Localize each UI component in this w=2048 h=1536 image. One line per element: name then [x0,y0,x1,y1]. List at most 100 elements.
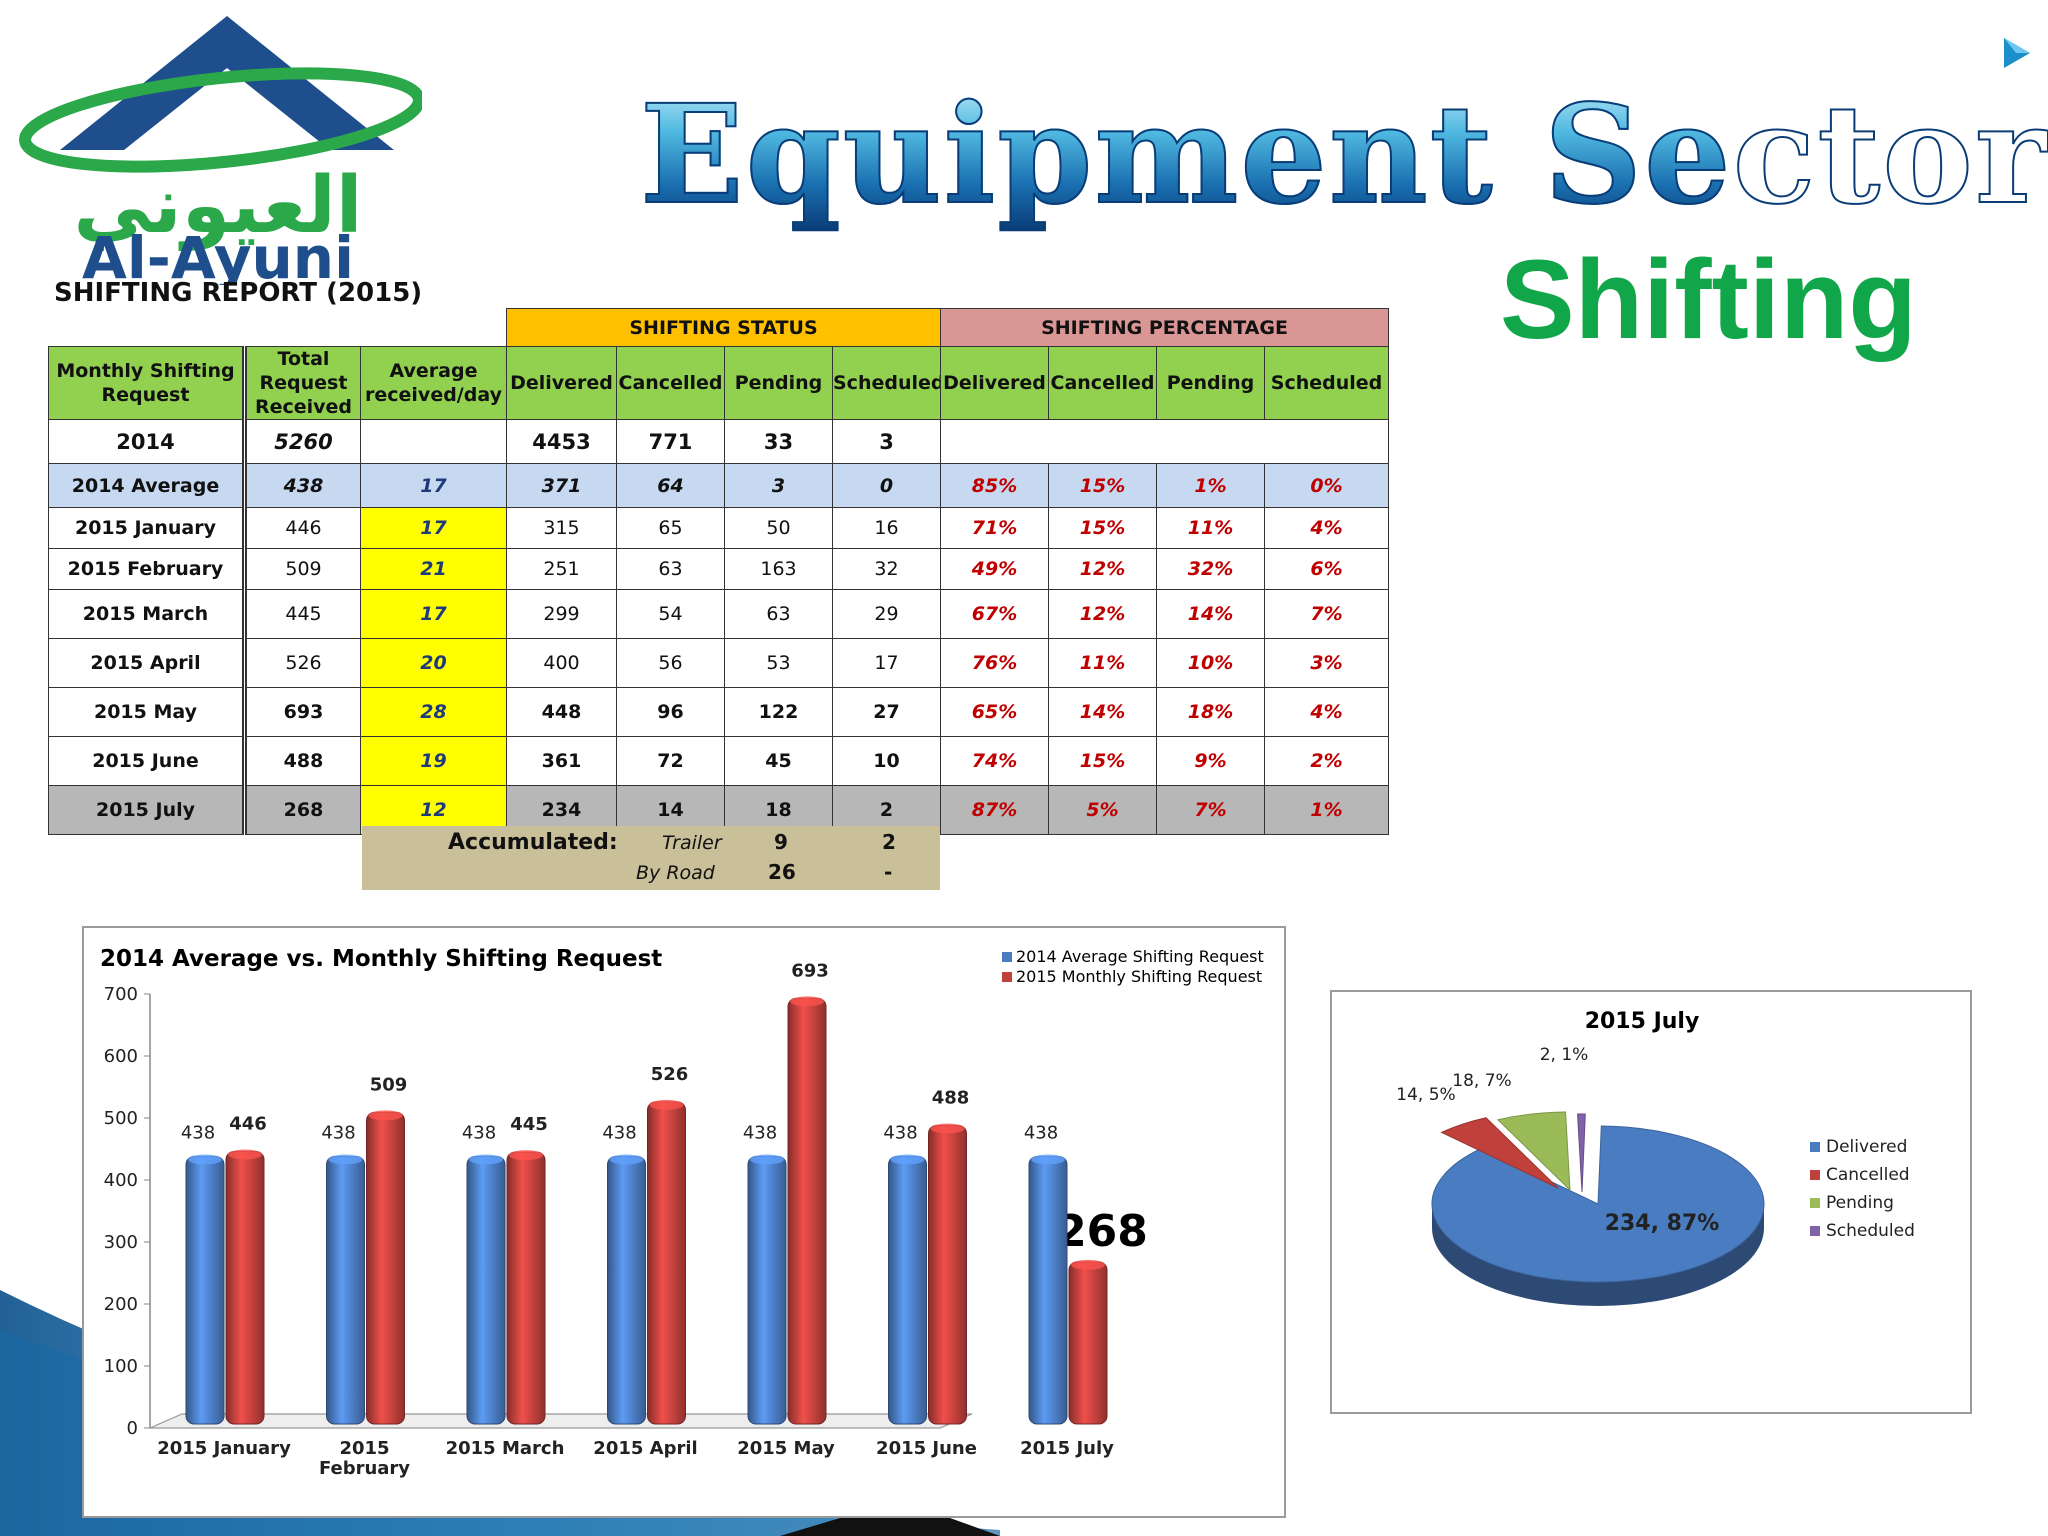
pie-slice-scheduled [1577,1113,1586,1193]
cell-pct-scheduled: 1% [1263,785,1390,835]
cell-pct-cancelled: 15% [1048,736,1157,786]
group-header-row: SHIFTING STATUS SHIFTING PERCENTAGE [49,308,1390,347]
bar-chart-callout: 268 [1056,1206,1148,1257]
col-header-average: Average received/day [360,346,507,420]
y-tick-label: 600 [104,1046,138,1067]
pie-legend-swatch [1810,1170,1820,1180]
cell-average: 19 [360,736,507,786]
col-header-pct-cancelled: Cancelled [1048,346,1157,420]
cell-pct-delivered: 65% [940,687,1049,737]
table-row: 2014 Average 438 17 371 64 3 0 85% 15% 1… [48,463,1390,508]
cell-pct-pending: 18% [1156,687,1265,737]
bar-top-cap [368,1110,403,1121]
table-row: 2015 March 445 17 299 54 63 29 67% 12% 1… [48,589,1390,639]
bar-monthly [928,1124,967,1425]
bar-data-label: 488 [932,1087,970,1108]
y-tick-label: 500 [104,1108,138,1129]
table-row: 2015 May 693 28 448 96 122 27 65% 14% 18… [48,687,1390,737]
cell-cancelled: 56 [616,638,725,688]
accumulated-label: Accumulated: [448,830,618,855]
bar-monthly [647,1101,686,1425]
cell-scheduled: 0 [832,463,941,508]
trailer-label: Trailer [662,832,722,854]
bar-data-label: 438 [1024,1122,1058,1143]
col-header-pct-pending: Pending [1156,346,1265,420]
pie-data-label: 18, 7% [1452,1071,1511,1091]
cell-cancelled: 64 [616,463,725,508]
cell-cancelled: 65 [616,507,725,549]
cell-pct-delivered: 71% [940,507,1049,549]
cell-cancelled: 771 [616,419,725,464]
cell-pct-scheduled: 0% [1263,463,1390,508]
y-tick-label: 200 [104,1294,138,1315]
logo-latin-text: Al-Ayuni [82,224,354,285]
pie-data-label: 234, 87% [1605,1211,1720,1236]
row-label: 2015 May [48,687,247,737]
bar-top-cap [1031,1154,1065,1165]
cell-delivered: 315 [506,507,617,549]
bar-top-cap [750,1154,784,1165]
trailer-pending: 9 [774,830,788,854]
bar-top-cap [890,1154,925,1165]
bar-data-label: 509 [370,1074,408,1095]
row-label: 2015 July [48,785,247,835]
bar-average [185,1155,225,1425]
cell-pct-pending: 1% [1156,463,1265,508]
bar-chart: 2014 Average vs. Monthly Shifting Reques… [100,946,1264,1479]
bar-top-cap [1071,1259,1105,1270]
x-category-label: 2015 April [593,1438,697,1459]
cell-pct-pending: 11% [1156,507,1265,549]
col-header-total: Total Request Received [244,346,361,420]
pie-chart-panel: 2015 July 234, 87% 14, 5% 18, 7% 2, 1% Deliv… [1330,990,1972,1414]
cell-total: 438 [244,463,361,508]
table-row: 2015 July 268 12 234 14 18 2 87% 5% 7% 1… [48,785,1390,835]
table-row: 2014 5260 4453 771 33 3 [48,419,1390,464]
bar-monthly [366,1111,405,1425]
y-tick-label: 0 [127,1418,138,1439]
cell-pct-scheduled: 2% [1263,736,1390,786]
cell-total: 445 [244,589,361,639]
pie-data-label: 14, 5% [1396,1085,1455,1105]
cell-pct-cancelled: 11% [1048,638,1157,688]
cell-total: 5260 [244,419,361,464]
cell-average [360,419,507,464]
x-axis-floor [149,1413,973,1429]
pie-legend-label: Delivered [1826,1137,1907,1157]
cell-delivered: 299 [506,589,617,639]
bar-data-label: 438 [602,1122,636,1143]
cell-cancelled: 72 [616,736,725,786]
col-header-delivered: Delivered [506,346,617,420]
x-category-label: 2015 July [1020,1438,1114,1459]
pie-chart-title: 2015 July [1585,1009,1700,1034]
bar-top-cap [228,1149,262,1160]
x-category-label: 2015 [339,1438,389,1459]
bar-average [1028,1155,1068,1425]
cell-total: 509 [244,548,361,590]
bar-average [888,1155,927,1425]
bar-monthly [506,1151,546,1425]
y-tick-label: 700 [104,984,138,1005]
shifting-status-header: SHIFTING STATUS [506,308,941,347]
cell-pct-delivered: 74% [940,736,1049,786]
column-header-row: Monthly Shifting Request Total Request R… [48,346,1390,420]
cell-cancelled: 54 [616,589,725,639]
cell-delivered: 361 [506,736,617,786]
cell-pct-delivered: 67% [940,589,1049,639]
bar-data-label: 438 [181,1122,215,1143]
x-category-label: 2015 June [876,1438,977,1459]
cell-pct-cancelled: 15% [1048,463,1157,508]
cell-pct-scheduled: 3% [1263,638,1390,688]
cell-pct-pending: 32% [1156,548,1265,590]
cell-total: 446 [244,507,361,549]
bar-top-cap [790,996,824,1007]
pie-legend-swatch [1810,1226,1820,1236]
cell-delivered: 371 [506,463,617,508]
page-title: Equipment Sector [639,75,2048,235]
cell-delivered: 448 [506,687,617,737]
cell-total: 693 [244,687,361,737]
company-logo: العيوني Al-Ayuni [12,10,425,292]
table-row: 2015 February 509 21 251 63 163 32 49% 1… [48,548,1390,590]
col-header-pct-delivered: Delivered [940,346,1049,420]
cell-delivered: 251 [506,548,617,590]
pie-legend-label: Cancelled [1826,1165,1910,1185]
